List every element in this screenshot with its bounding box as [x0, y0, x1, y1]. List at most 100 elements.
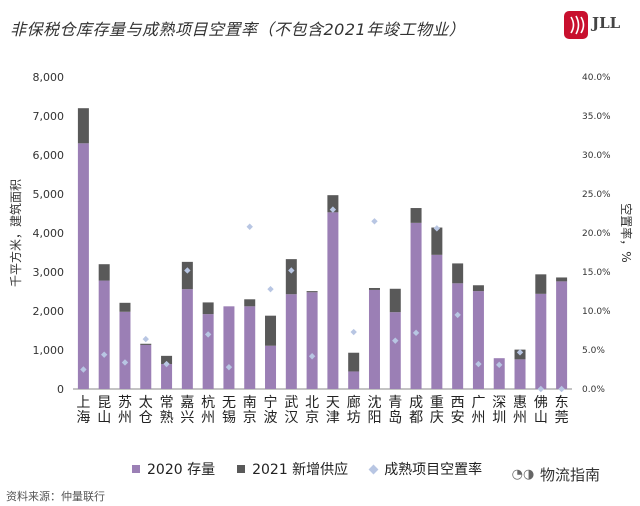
x-tick-label: 昆	[97, 395, 111, 411]
watermark-text: 物流指南	[540, 466, 601, 484]
y-tick-label-left: 5,000	[33, 188, 65, 201]
y-tick-label-left: 2,000	[33, 305, 65, 318]
x-tick-label: 仓	[139, 410, 153, 426]
vacancy-marker	[163, 360, 170, 368]
vacancy-marker	[288, 267, 295, 274]
x-tick-label: 州	[118, 410, 132, 426]
bar-supply-2021	[181, 261, 193, 290]
x-tick-label: 杭	[201, 395, 215, 411]
y-tick-label-right: 0.0%	[582, 385, 605, 395]
x-tick-label: 坊	[347, 410, 361, 426]
bar-supply-2021	[119, 302, 131, 312]
x-tick-label: 州	[201, 410, 215, 426]
bar-stock-2020	[368, 289, 380, 389]
vacancy-marker	[475, 360, 482, 368]
x-tick-label: 莞	[555, 410, 569, 426]
x-tick-label: 上	[76, 395, 90, 411]
vacancy-marker	[121, 359, 129, 366]
y-tick-label-left: 6,000	[33, 149, 65, 162]
bar-supply-2021	[431, 227, 443, 255]
x-tick-label: 山	[97, 410, 111, 426]
y-tick-label-left: 4,000	[33, 227, 65, 240]
bar-stock-2020	[265, 345, 277, 389]
bar-supply-2021	[410, 208, 422, 223]
x-tick-label: 佛	[534, 395, 548, 411]
vacancy-marker	[204, 331, 212, 338]
x-tick-label: 兴	[180, 410, 194, 426]
bar-supply-2021	[452, 263, 464, 284]
y-tick-label-right: 20.0%	[582, 229, 611, 239]
y-tick-label-left: 8,000	[33, 71, 65, 84]
bar-stock-2020	[285, 294, 297, 389]
legend-item-vacancy: 成熟项目空置率	[368, 459, 483, 479]
bar-stock-2020	[98, 280, 110, 389]
x-tick-label: 波	[264, 410, 278, 426]
y-tick-label-right: 30.0%	[582, 151, 611, 161]
y-tick-label-left: 3,000	[33, 266, 65, 279]
x-tick-label: 青	[388, 395, 402, 411]
bar-supply-2021	[556, 277, 568, 282]
wechat-icon: ◔◑	[511, 467, 535, 482]
x-tick-label: 常	[160, 395, 174, 411]
legend-label-supply-2021: 2021 新增供应	[252, 462, 349, 478]
vacancy-marker	[350, 328, 357, 336]
y-tick-label-right: 40.0%	[582, 73, 611, 83]
y-tick-label-left: 7,000	[33, 110, 65, 123]
bar-stock-2020	[119, 311, 131, 389]
vacancy-marker	[516, 349, 524, 356]
y-tick-label-right: 15.0%	[582, 268, 611, 278]
x-tick-label: 锡	[222, 410, 236, 426]
vacancy-marker	[433, 225, 441, 232]
bar-supply-2021	[306, 291, 318, 293]
vacancy-marker	[246, 223, 253, 230]
x-tick-label: 北	[305, 395, 319, 411]
bar-stock-2020	[306, 292, 318, 389]
vacancy-marker	[371, 218, 378, 225]
bar-stock-2020	[77, 143, 89, 389]
source-note: 资料来源：仲量联行	[6, 490, 105, 503]
x-tick-label: 苏	[118, 395, 132, 411]
vacancy-marker	[80, 366, 87, 373]
x-tick-label: 京	[243, 410, 257, 426]
x-tick-label: 太	[139, 395, 153, 411]
x-tick-label: 阳	[367, 410, 381, 426]
legend-item-supply-2021: 2021 新增供应	[237, 459, 348, 479]
x-tick-label: 深	[492, 395, 506, 411]
x-tick-label: 州	[471, 410, 485, 426]
bar-supply-2021	[77, 108, 89, 144]
x-tick-label: 宁	[264, 394, 278, 411]
x-tick-label: 海	[76, 410, 90, 426]
x-tick-label: 廊	[347, 394, 361, 411]
y-axis-title-right: 空置率，%	[619, 203, 634, 262]
x-tick-label: 无	[222, 395, 236, 411]
y-tick-label-left: 0	[57, 383, 64, 396]
y-tick-label-right: 35.0%	[582, 112, 611, 122]
bar-supply-2021	[140, 343, 152, 345]
watermark: ◔◑ 物流指南	[512, 464, 600, 485]
jll-logo-text: JLL	[592, 14, 621, 32]
bar-stock-2020	[202, 314, 214, 389]
legend-label-vacancy: 成熟项目空置率	[384, 462, 483, 478]
bar-stock-2020	[389, 312, 401, 389]
jll-logo	[564, 11, 588, 39]
bar-stock-2020	[140, 344, 152, 389]
x-tick-label: 圳	[492, 410, 506, 426]
legend-marker-vacancy	[368, 464, 379, 474]
bar-stock-2020	[244, 306, 256, 389]
bar-stock-2020	[327, 212, 339, 389]
legend-label-stock-2020: 2020 存量	[147, 462, 216, 478]
y-tick-label-left: 1,000	[33, 344, 65, 357]
x-tick-label: 京	[305, 410, 319, 426]
bar-supply-2021	[285, 259, 297, 295]
x-tick-label: 岛	[388, 410, 402, 426]
bar-stock-2020	[161, 364, 173, 389]
bar-supply-2021	[535, 274, 547, 294]
bar-supply-2021	[368, 287, 380, 290]
vacancy-marker	[496, 361, 503, 369]
y-tick-label-right: 5.0%	[582, 346, 605, 356]
x-tick-label: 熟	[160, 410, 174, 426]
bar-supply-2021	[348, 352, 360, 372]
x-tick-label: 西	[451, 395, 465, 411]
x-tick-label: 都	[409, 410, 423, 426]
chart-legend: 2020 存量 2021 新增供应 成熟项目空置率	[132, 459, 482, 479]
